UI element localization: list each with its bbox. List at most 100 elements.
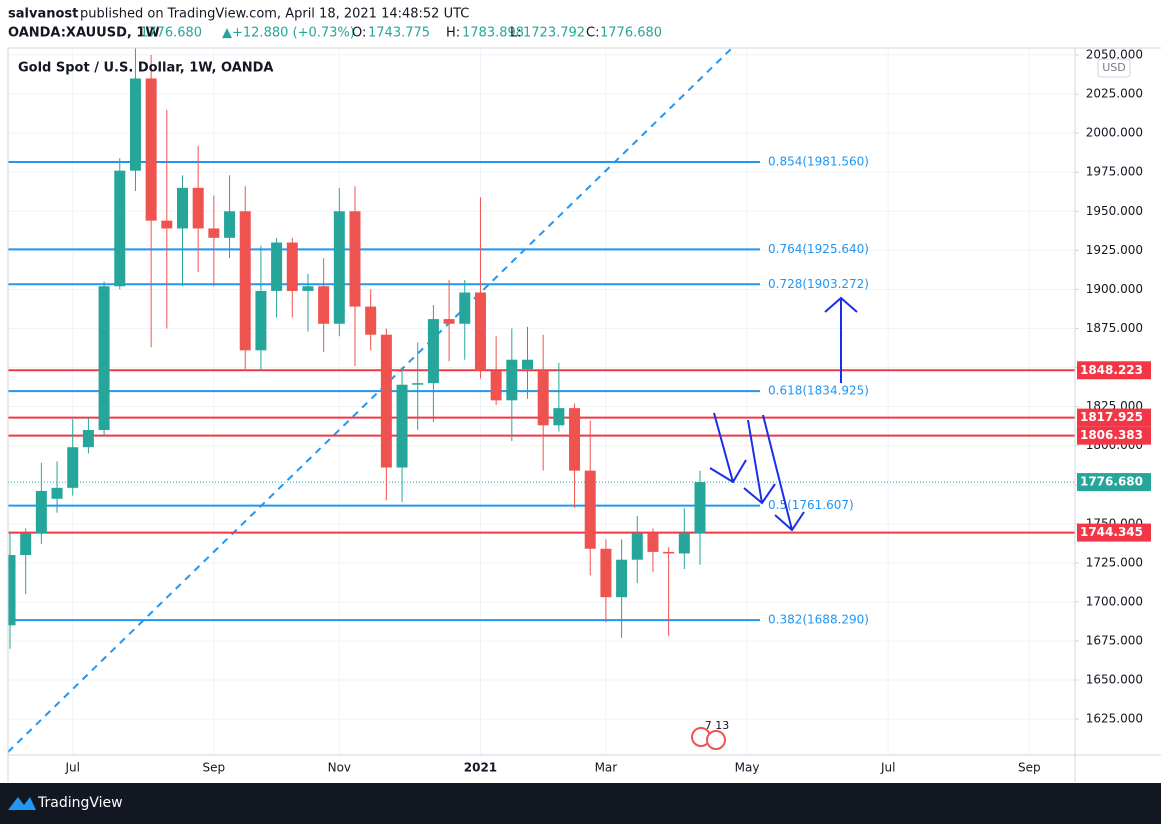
candle-body (694, 482, 706, 534)
candle-body (51, 487, 63, 499)
level-tag (1077, 523, 1151, 542)
fib-label: 0.728(1903.272) (768, 277, 869, 291)
level-label: 1848.223 (1080, 363, 1143, 377)
fib-label: 0.382(1688.290) (768, 613, 869, 627)
y-tick-label: 1950.000 (1086, 204, 1143, 218)
candle-body (663, 551, 675, 554)
candle-body (396, 384, 408, 468)
candle-body (380, 334, 392, 468)
level-label: 1806.383 (1080, 428, 1143, 442)
currency: USD (1102, 61, 1126, 74)
candle-body (302, 286, 314, 291)
candle-body (177, 187, 188, 229)
y-tick-label: 2050.000 (1086, 48, 1143, 62)
candle-body (349, 211, 361, 307)
y-tick-label: 2000.000 (1086, 126, 1143, 140)
level-tag (1077, 408, 1151, 427)
arrow-down (762, 414, 805, 532)
candle-body (522, 359, 533, 370)
h-key: H: (446, 26, 460, 41)
plot (8, 48, 1075, 753)
candle-body (82, 430, 94, 448)
candle-body (600, 548, 612, 598)
fib-label: 0.618(1834.925) (768, 384, 869, 398)
logo (8, 797, 36, 810)
candle-body (161, 220, 173, 229)
x-tick-label: Sep (203, 761, 226, 775)
currency-box (1097, 58, 1131, 78)
candle-body (569, 408, 581, 471)
candle-body (114, 170, 126, 287)
candle-body (584, 470, 596, 549)
candle-body (631, 533, 643, 560)
candle-body (443, 319, 455, 324)
level-tag (1077, 361, 1151, 380)
candle-body (333, 211, 345, 324)
published: published on TradingView.com, April 18, … (80, 7, 469, 22)
candle-body (647, 533, 659, 552)
arrow-up (824, 296, 858, 383)
candle-body (537, 370, 549, 426)
candle-body (616, 559, 628, 598)
candle-body (255, 290, 267, 351)
x-tick-label: Nov (328, 761, 351, 775)
event-icon (706, 730, 726, 750)
candle-body (553, 408, 565, 426)
level-tag (1077, 426, 1151, 445)
y-tick-label: 1675.000 (1086, 633, 1143, 647)
x-tick-label: 2021 (464, 761, 497, 775)
candle-body (474, 292, 486, 371)
y-tick-label: 1700.000 (1086, 594, 1143, 608)
candle-body (506, 359, 518, 401)
fib-label: 0.854(1981.560) (768, 154, 869, 168)
o-key: O: (352, 26, 366, 41)
level-label: 1817.925 (1080, 410, 1143, 424)
y-tick-label: 1650.000 (1086, 673, 1143, 687)
candle-body (239, 211, 251, 351)
overlay: 1625.000 1650.000 1675.000 1700.000 1725.000… (64, 48, 1151, 775)
candle-body (365, 306, 377, 335)
y-tick-label: 1975.000 (1086, 165, 1143, 179)
candle-body (192, 187, 204, 229)
candle-body (67, 447, 79, 488)
l: 1723.792 (523, 26, 585, 41)
candle-body (145, 78, 157, 221)
chart-title: Gold Spot / U.S. Dollar, 1W, OANDA (18, 61, 273, 76)
candle-body (271, 242, 283, 291)
candle-body (459, 292, 471, 324)
y-tick-label: 1875.000 (1086, 321, 1143, 335)
x-tick-label: Mar (595, 761, 618, 775)
candle-body (412, 383, 424, 385)
candle-body (427, 319, 439, 384)
candle-body (286, 242, 298, 291)
l-key: L: (510, 26, 522, 41)
candle-body (20, 533, 32, 556)
y-tick-label: 2025.000 (1086, 87, 1143, 101)
last-price-tag (1077, 473, 1151, 492)
candle-body (208, 228, 220, 238)
x-tick-label: Jul (880, 761, 895, 775)
fib-label: 0.5(1761.607) (768, 498, 854, 512)
event-label: 7 13 (705, 719, 730, 732)
c: 1776.680 (600, 26, 662, 41)
o: 1743.775 (368, 26, 430, 41)
footer (0, 783, 1161, 824)
arrows (709, 296, 858, 532)
fib-label: 0.764(1925.640) (768, 242, 869, 256)
candle-body (678, 533, 690, 554)
y-tick-label: 1900.000 (1086, 282, 1143, 296)
candle-body (224, 211, 236, 238)
level-label: 1744.345 (1080, 525, 1143, 539)
h: 1783.898 (462, 26, 524, 41)
c-key: C: (586, 26, 599, 41)
candle-body (318, 286, 330, 324)
candle-body (35, 490, 47, 534)
last-price-label: 1776.680 (1080, 475, 1143, 489)
brand: TradingView (37, 795, 123, 811)
symbol: OANDA:XAUUSD, 1W (8, 26, 160, 41)
last: 1776.680 (140, 26, 202, 41)
candle-body (129, 78, 141, 171)
x-tick-label: Sep (1018, 761, 1041, 775)
